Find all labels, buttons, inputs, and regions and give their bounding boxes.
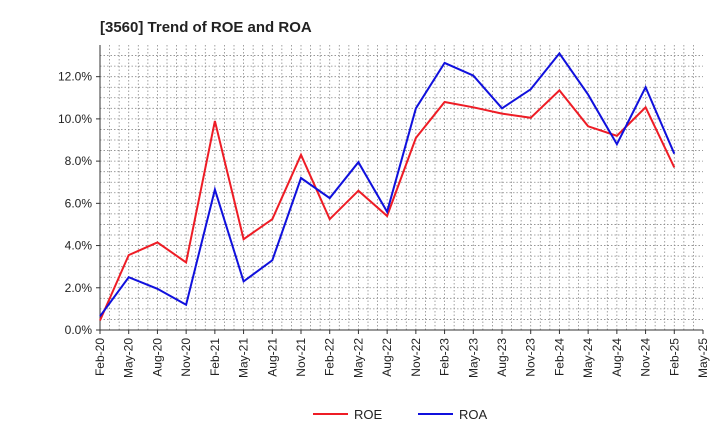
y-tick-label: 6.0% — [65, 196, 93, 210]
y-tick-label: 4.0% — [65, 239, 93, 253]
x-tick-label: Feb-21 — [208, 338, 222, 376]
x-tick-label: Aug-21 — [265, 338, 279, 377]
legend-label-roe: ROE — [354, 407, 383, 422]
y-tick-label: 12.0% — [58, 70, 92, 84]
y-tick-label: 2.0% — [65, 281, 93, 295]
x-tick-label: May-21 — [237, 338, 251, 378]
x-tick-label: Nov-23 — [524, 338, 538, 377]
x-tick-label: Nov-24 — [639, 338, 653, 377]
x-tick-label: Feb-25 — [667, 338, 681, 376]
axes: 0.0% 2.0% 4.0% 6.0% 8.0% 10.0% 12.0% Feb-20 May-… — [58, 45, 710, 378]
x-tick-label: Feb-24 — [552, 338, 566, 376]
legend: ROE ROA — [313, 407, 488, 422]
chart-title: [3560] Trend of ROE and ROA — [100, 19, 312, 36]
legend-label-roa: ROA — [459, 407, 488, 422]
x-tick-label: May-23 — [466, 338, 480, 378]
x-tick-label: May-20 — [122, 338, 136, 378]
x-tick-label: Aug-22 — [380, 338, 394, 377]
x-tick-label: Feb-20 — [93, 338, 107, 376]
x-tick-label: Nov-22 — [409, 338, 423, 377]
series-lines — [99, 51, 676, 321]
x-tick-label: Aug-23 — [495, 338, 509, 377]
x-tick-label: Nov-20 — [179, 338, 193, 377]
x-tick-label: Nov-21 — [294, 338, 308, 377]
x-tick-label: Aug-24 — [610, 338, 624, 377]
x-tick-label: May-24 — [581, 338, 595, 378]
x-tick-label: May-25 — [696, 338, 710, 378]
series-line-roa — [99, 51, 676, 317]
y-tick-label: 0.0% — [65, 323, 93, 337]
x-tick-label: May-22 — [351, 338, 365, 378]
x-tick-label: Aug-20 — [150, 338, 164, 377]
y-tick-label: 10.0% — [58, 112, 92, 126]
x-tick-label: Feb-22 — [323, 338, 337, 376]
series-line-roe — [99, 88, 676, 321]
x-tick-label: Feb-23 — [438, 338, 452, 376]
y-tick-label: 8.0% — [65, 154, 93, 168]
